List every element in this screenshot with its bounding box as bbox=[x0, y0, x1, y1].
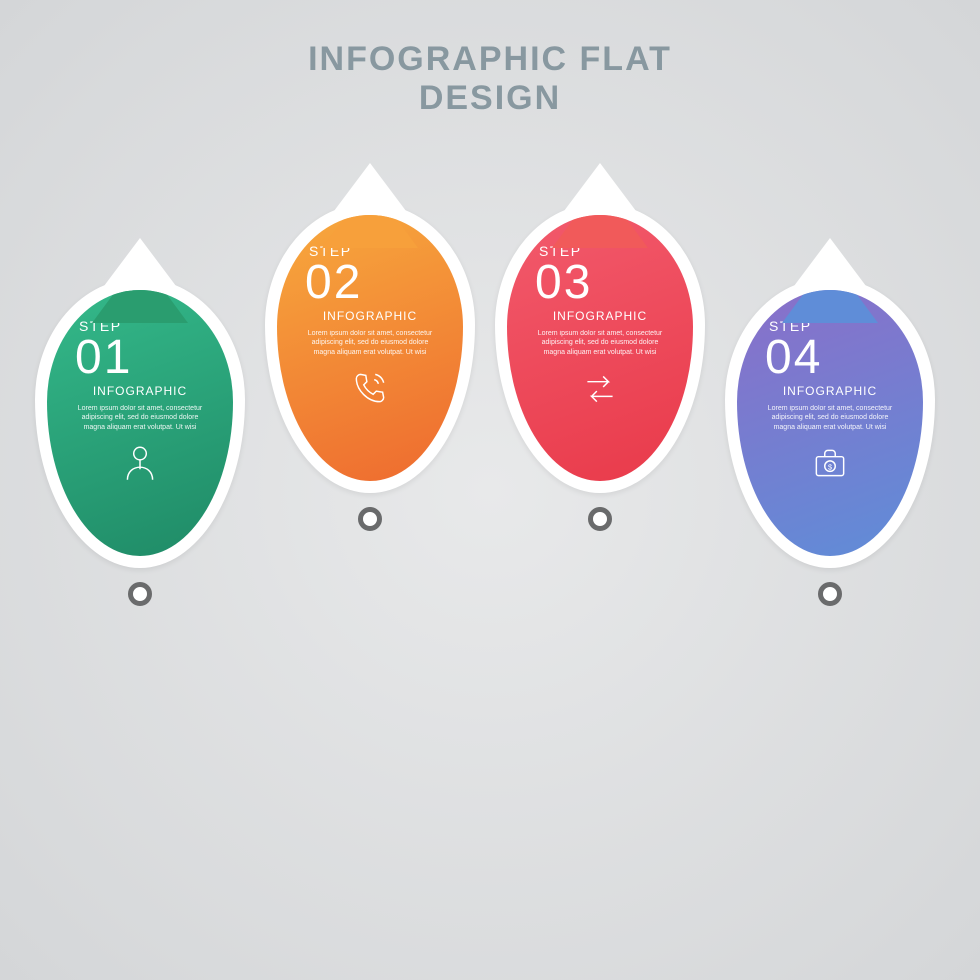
step-2-number: 02 bbox=[305, 259, 362, 307]
arrows-icon bbox=[579, 367, 621, 414]
step-3-drop-outer: STEP 03 INFOGRAPHIC Lorem ipsum dolor si… bbox=[495, 203, 705, 493]
step-4-drop-inner: STEP 04 INFOGRAPHIC Lorem ipsum dolor si… bbox=[737, 290, 923, 556]
step-3-number: 03 bbox=[535, 259, 592, 307]
step-2-body: Lorem ipsum dolor sit amet, consectetur … bbox=[295, 329, 445, 357]
step-1-dot bbox=[128, 582, 152, 606]
step-1-number: 01 bbox=[75, 334, 132, 382]
briefcase-dollar-icon: $ bbox=[809, 442, 851, 489]
step-2-drop-outer: STEP 02 INFOGRAPHIC Lorem ipsum dolor si… bbox=[265, 203, 475, 493]
step-1: STEP 01 INFOGRAPHIC Lorem ipsum dolor si… bbox=[35, 278, 245, 606]
step-1-drop-outer: STEP 01 INFOGRAPHIC Lorem ipsum dolor si… bbox=[35, 278, 245, 568]
step-2-dot bbox=[358, 507, 382, 531]
person-icon bbox=[119, 442, 161, 489]
step-4-body: Lorem ipsum dolor sit amet, consectetur … bbox=[755, 404, 905, 432]
main-title: INFOGRAPHIC FLAT DESIGN bbox=[0, 0, 980, 118]
step-4-drop-outer: STEP 04 INFOGRAPHIC Lorem ipsum dolor si… bbox=[725, 278, 935, 568]
step-4: STEP 04 INFOGRAPHIC Lorem ipsum dolor si… bbox=[725, 278, 935, 606]
step-3: STEP 03 INFOGRAPHIC Lorem ipsum dolor si… bbox=[495, 203, 705, 531]
step-1-body: Lorem ipsum dolor sit amet, consectetur … bbox=[65, 404, 215, 432]
step-1-drop-inner: STEP 01 INFOGRAPHIC Lorem ipsum dolor si… bbox=[47, 290, 233, 556]
title-line-2: DESIGN bbox=[0, 79, 980, 118]
step-3-body: Lorem ipsum dolor sit amet, consectetur … bbox=[525, 329, 675, 357]
title-line-1: INFOGRAPHIC FLAT bbox=[0, 40, 980, 79]
step-3-drop-inner: STEP 03 INFOGRAPHIC Lorem ipsum dolor si… bbox=[507, 215, 693, 481]
step-4-number: 04 bbox=[765, 334, 822, 382]
svg-text:$: $ bbox=[828, 463, 832, 472]
step-2-subheading: INFOGRAPHIC bbox=[323, 309, 417, 323]
step-4-subheading: INFOGRAPHIC bbox=[783, 384, 877, 398]
step-2-drop-inner: STEP 02 INFOGRAPHIC Lorem ipsum dolor si… bbox=[277, 215, 463, 481]
step-3-subheading: INFOGRAPHIC bbox=[553, 309, 647, 323]
phone-icon bbox=[349, 367, 391, 414]
drops-container: STEP 01 INFOGRAPHIC Lorem ipsum dolor si… bbox=[0, 148, 980, 748]
step-2: STEP 02 INFOGRAPHIC Lorem ipsum dolor si… bbox=[265, 203, 475, 531]
step-3-dot bbox=[588, 507, 612, 531]
step-4-dot bbox=[818, 582, 842, 606]
step-1-subheading: INFOGRAPHIC bbox=[93, 384, 187, 398]
